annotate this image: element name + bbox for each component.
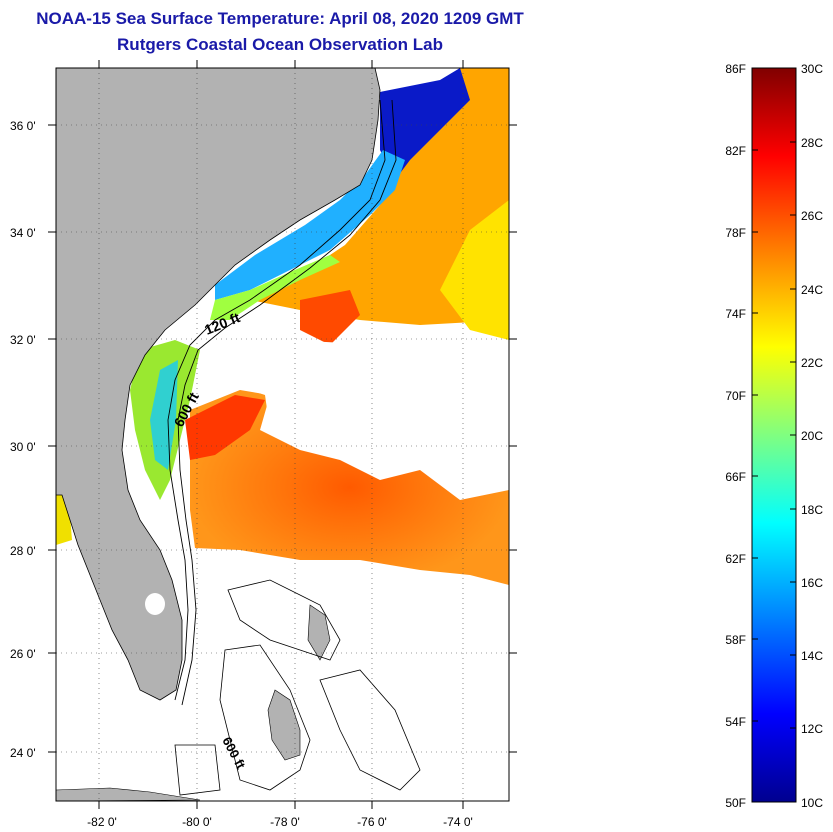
contour-bahamas xyxy=(174,579,421,796)
colorbar-f-label: 62F xyxy=(725,552,746,566)
lon-axis: -82 0' -80 0' -78 0' -76 0' -74 0' xyxy=(87,815,473,829)
lat-axis: 36 0' 34 0' 32 0' 30 0' 28 0' 26 0' 24 0… xyxy=(10,119,36,760)
lat-label: 28 0' xyxy=(10,544,36,558)
colorbar-f-label: 50F xyxy=(725,796,746,810)
land-abaco xyxy=(307,604,331,661)
map-subtitle: Rutgers Coastal Ocean Observation Lab xyxy=(117,35,443,54)
lat-label: 34 0' xyxy=(10,226,36,240)
sst-offshore-warm xyxy=(250,68,509,325)
colorbar-f-label: 70F xyxy=(725,389,746,403)
colorbar-f-label: 54F xyxy=(725,715,746,729)
sst-offshore-yellow xyxy=(440,200,509,340)
lon-label: -82 0' xyxy=(87,815,117,829)
lon-ticks xyxy=(98,60,464,809)
lon-label: -78 0' xyxy=(270,815,300,829)
land-cuba xyxy=(56,787,201,801)
colorbar-f-label: 82F xyxy=(725,144,746,158)
lat-label: 30 0' xyxy=(10,440,36,454)
colorbar-c-label: 14C xyxy=(801,649,823,663)
land-andros xyxy=(267,689,301,761)
sst-red-patch xyxy=(185,395,265,460)
colorbar-f-label: 78F xyxy=(725,226,746,240)
lon-label: -76 0' xyxy=(357,815,387,829)
colorbar-fahrenheit-labels: 86F 82F 78F 74F 70F 66F 62F 58F 54F 50F xyxy=(725,62,746,810)
lat-label: 36 0' xyxy=(10,119,36,133)
map-frame xyxy=(55,67,510,802)
colorbar-f-label: 66F xyxy=(725,470,746,484)
colorbar-c-label: 30C xyxy=(801,62,823,76)
sst-gulfstream-red xyxy=(300,290,360,345)
sst-cold-north xyxy=(380,68,470,180)
colorbar-c-label: 24C xyxy=(801,283,823,297)
colorbar-c-label: 20C xyxy=(801,429,823,443)
lat-label: 32 0' xyxy=(10,333,36,347)
sst-offshore-orange-south xyxy=(190,390,509,585)
land-us-southeast xyxy=(56,68,381,701)
lat-lon-grid xyxy=(56,68,509,801)
map-plot xyxy=(56,68,509,801)
lon-label: -74 0' xyxy=(443,815,473,829)
colorbar-c-label: 26C xyxy=(801,209,823,223)
sst-shelf-green xyxy=(210,255,340,320)
lat-label: 26 0' xyxy=(10,647,36,661)
colorbar-celsius-ticks xyxy=(790,141,796,729)
colorbar-c-label: 22C xyxy=(801,356,823,370)
sst-cool-shelf xyxy=(215,150,405,300)
colorbar-c-label: 12C xyxy=(801,722,823,736)
colorbar xyxy=(751,67,797,803)
contour-600ft xyxy=(177,99,397,706)
colorbar-c-label: 28C xyxy=(801,136,823,150)
colorbar-f-label: 74F xyxy=(725,307,746,321)
colorbar-c-label: 16C xyxy=(801,576,823,590)
cloud-band xyxy=(200,340,509,470)
lon-label: -80 0' xyxy=(182,815,212,829)
lat-ticks xyxy=(48,124,517,753)
map-title: NOAA-15 Sea Surface Temperature: April 0… xyxy=(36,9,524,28)
lat-label: 24 0' xyxy=(10,746,36,760)
colorbar-c-label: 10C xyxy=(801,796,823,810)
colorbar-f-label: 86F xyxy=(725,62,746,76)
colorbar-c-label: 18C xyxy=(801,503,823,517)
sst-florida-shelf-cyan xyxy=(150,360,178,470)
colorbar-celsius-labels: 30C 28C 26C 24C 22C 20C 18C 16C 14C 12C … xyxy=(801,62,823,810)
lake-okeechobee xyxy=(145,593,165,615)
contour-120ft xyxy=(167,99,386,701)
colorbar-fahrenheit-ticks xyxy=(752,149,758,722)
colorbar-f-label: 58F xyxy=(725,633,746,647)
